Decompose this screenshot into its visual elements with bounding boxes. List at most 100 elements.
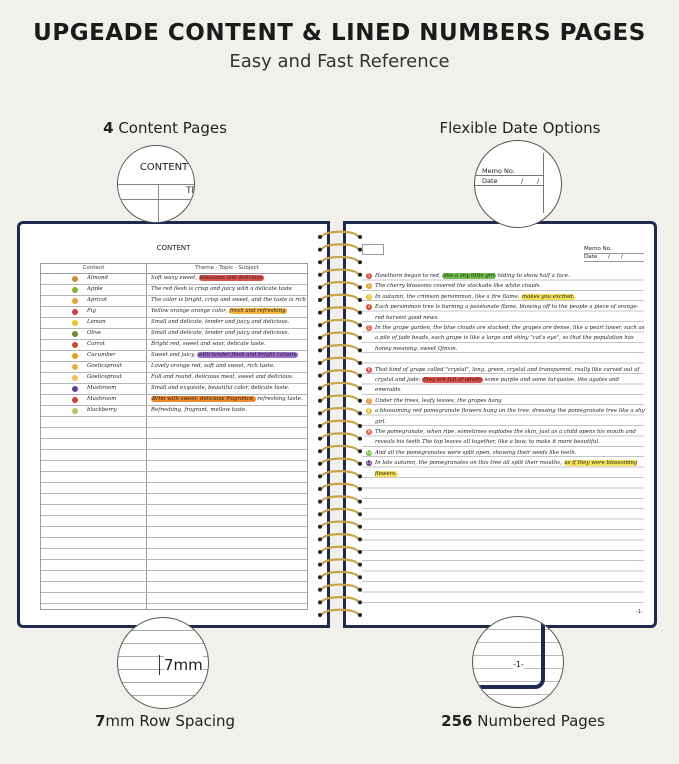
handwritten-text: refreshing taste. bbox=[255, 396, 303, 402]
item-name: Carrot bbox=[87, 341, 105, 347]
spiral-ring bbox=[320, 306, 360, 314]
item-text: The color is bright, crisp and sweet, an… bbox=[151, 297, 306, 303]
ruled-lines bbox=[362, 270, 644, 609]
zoom-rule bbox=[475, 185, 543, 186]
right-page: Memo No. Date / / 1 Hawthorn began to red… bbox=[343, 221, 657, 628]
table-row bbox=[41, 527, 307, 538]
spiral-ring bbox=[320, 507, 360, 515]
spiral-ring bbox=[320, 344, 360, 351]
table-row: Lemon Small and delicate, tender and juic… bbox=[41, 318, 307, 329]
item-name: Apricot bbox=[87, 297, 108, 303]
spiral-ring bbox=[320, 545, 360, 553]
handwritten-text: Soft waxy sweet, bbox=[151, 275, 199, 281]
entry: 10 And all the pomegranates were split op… bbox=[366, 448, 646, 458]
table-row bbox=[41, 571, 307, 582]
table-row: Apricot The color is bright, crisp and sw… bbox=[41, 296, 307, 307]
table-row bbox=[41, 505, 307, 516]
binding-hole bbox=[358, 361, 362, 365]
handwritten-text: Small and delicate, tender and juicy and… bbox=[151, 319, 290, 325]
spiral-ring bbox=[320, 457, 360, 465]
binding-hole bbox=[358, 449, 362, 454]
binding-hole bbox=[318, 550, 322, 554]
zoom-text: Date bbox=[482, 177, 498, 185]
item-text: The red flesh is crisp and juicy with a … bbox=[151, 286, 292, 292]
zoom-rule bbox=[475, 153, 544, 213]
spiral-ring bbox=[320, 369, 360, 377]
item-text: Bright red, sweet and sour, delicate tas… bbox=[151, 341, 266, 347]
spiral-ring bbox=[320, 293, 360, 301]
table-row bbox=[41, 582, 307, 593]
entry: 2 The cherry blossoms covered the stockad… bbox=[366, 281, 646, 291]
entry-number: 11 bbox=[366, 460, 372, 467]
binding-hole bbox=[358, 247, 362, 252]
spiral-ring bbox=[320, 558, 360, 566]
handwritten-text: The cherry blossoms covered the stockade… bbox=[375, 283, 542, 290]
binding-hole bbox=[358, 398, 362, 403]
fruit-icon bbox=[72, 309, 78, 315]
highlighted-text: they are full of adults bbox=[422, 377, 483, 384]
binding-hole bbox=[358, 272, 362, 277]
spiral-binding bbox=[318, 230, 362, 617]
item-name: Mushroom bbox=[87, 385, 117, 391]
entry-number: 7 bbox=[366, 397, 372, 404]
spiral-ring bbox=[320, 432, 360, 440]
item-text: Full and round, delicious meat, sweet an… bbox=[151, 374, 294, 380]
binding-hole bbox=[358, 310, 362, 315]
zoom-text: -1- bbox=[513, 660, 524, 669]
item-text: Brim with sweet, delicious fragrance, re… bbox=[151, 396, 303, 402]
spiral-ring bbox=[320, 583, 360, 591]
table-row: Goelicsprout Lovely orange red, soft and … bbox=[41, 362, 307, 373]
page-corner bbox=[473, 617, 545, 689]
date-label: Date bbox=[584, 254, 598, 260]
zoom-circle: CONTENT Theme bbox=[117, 145, 195, 223]
entry-number: 3 bbox=[366, 293, 372, 300]
binding-hole bbox=[318, 247, 322, 252]
binding-hole bbox=[358, 348, 362, 353]
item-name: Cucumber bbox=[87, 352, 116, 358]
binding-hole bbox=[318, 562, 322, 567]
spiral-ring bbox=[320, 470, 360, 477]
table-row bbox=[41, 560, 307, 571]
zoom-rule bbox=[118, 184, 194, 185]
zoom-circle: -1- bbox=[472, 616, 564, 708]
handwritten-text: some purple and some turquoise, like aga… bbox=[375, 377, 619, 394]
binding-hole bbox=[358, 323, 362, 328]
spiral-ring bbox=[320, 520, 360, 528]
handwritten-text: hiding to show half a face. bbox=[495, 273, 570, 279]
handwritten-text: Under the trees, leafy leaves, the grape… bbox=[375, 397, 502, 404]
item-text: Yellow orange orange color, fresh and re… bbox=[151, 308, 287, 314]
memo-label: Memo No. bbox=[584, 246, 612, 252]
spiral-ring bbox=[320, 281, 360, 288]
item-text: Soft waxy sweet, blossoms and delicious bbox=[151, 275, 264, 281]
feature-label: Flexible Date Options bbox=[390, 119, 650, 137]
entry-number: 8 bbox=[366, 408, 372, 415]
fruit-icon bbox=[72, 375, 78, 381]
binding-hole bbox=[318, 524, 322, 529]
feature-label: 4 Content Pages bbox=[35, 119, 295, 137]
zoom-text: / bbox=[537, 177, 540, 185]
binding-hole bbox=[358, 587, 362, 592]
feature-number: 7 bbox=[94, 712, 106, 730]
binding-hole bbox=[318, 424, 322, 428]
subtitle: Easy and Fast Reference bbox=[229, 51, 450, 72]
spiral-ring bbox=[320, 255, 360, 263]
item-text: Lovely orange red, soft and sweet, rich … bbox=[151, 363, 275, 369]
entry-number: 9 bbox=[366, 429, 372, 436]
binding-hole bbox=[318, 310, 322, 315]
handwritten-text: Small and exquisite, beautiful color, de… bbox=[151, 385, 290, 391]
table-row: blackberry Refreshing, fragrant, mellow t… bbox=[41, 406, 307, 417]
binding-hole bbox=[318, 348, 322, 353]
fruit-icon bbox=[72, 331, 78, 337]
zoom-text: Theme bbox=[186, 186, 194, 196]
highlighted-text: blossoms and delicious bbox=[198, 275, 264, 281]
binding-hole bbox=[318, 575, 322, 580]
icon-strip bbox=[362, 244, 384, 255]
entry: 6 That kind of grape called "crystal", lo… bbox=[366, 365, 646, 396]
table-row bbox=[41, 516, 307, 527]
table-row: Mushroom Small and exquisite, beautiful c… bbox=[41, 384, 307, 395]
binding-hole bbox=[318, 499, 322, 504]
table-row bbox=[41, 472, 307, 483]
feature-text: Flexible Date Options bbox=[439, 119, 601, 137]
spiral-ring bbox=[320, 407, 360, 414]
